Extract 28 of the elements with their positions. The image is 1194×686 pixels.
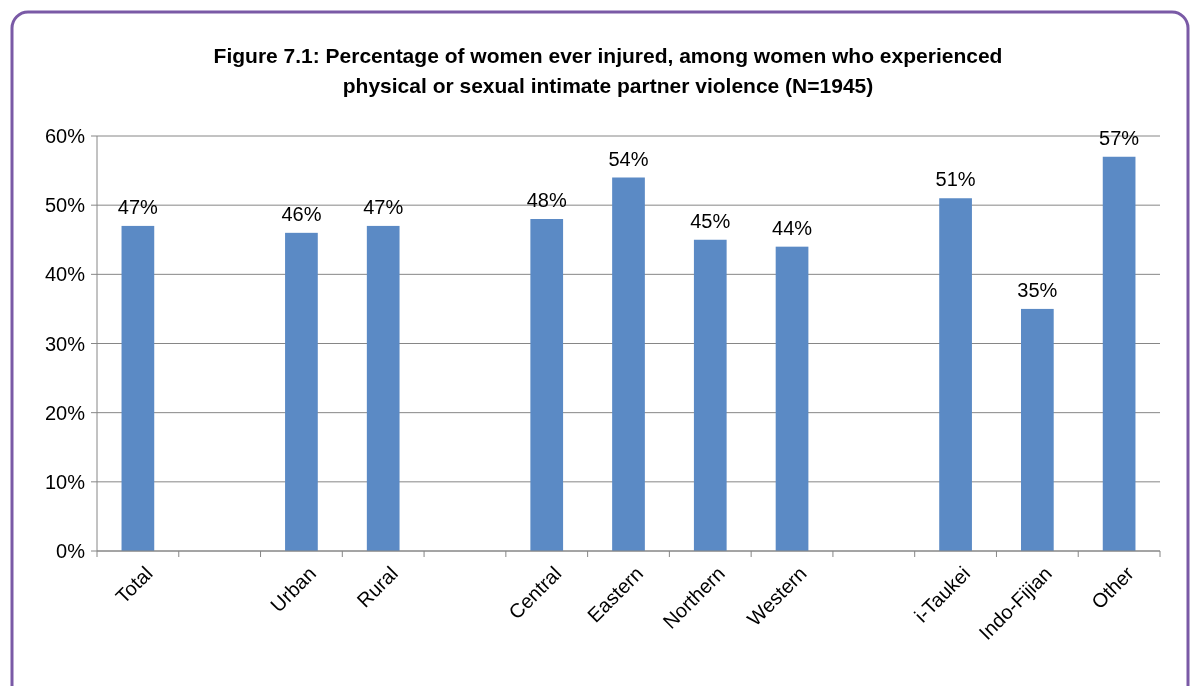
y-tick-label: 20% [44, 401, 86, 424]
data-label: 35% [1017, 278, 1058, 301]
data-label: 54% [608, 147, 649, 170]
bar [121, 225, 155, 551]
bar [775, 246, 809, 551]
bar [939, 198, 972, 551]
bar [366, 225, 400, 551]
bar [1020, 308, 1054, 551]
bar [530, 219, 564, 551]
y-tick-label: 30% [44, 332, 86, 355]
data-label: 57% [1099, 126, 1140, 149]
bar [1102, 156, 1136, 551]
chart-title: Figure 7.1: Percentage of women ever injured, among women who experienced physical or sexual intimate partner violence (N=1945) [213, 44, 1003, 97]
bar [612, 177, 645, 551]
y-tick-label: 0% [56, 540, 86, 562]
bar [693, 239, 727, 551]
data-label: 47% [363, 195, 404, 218]
data-label: 51% [935, 168, 976, 191]
y-tick-label: 60% [44, 125, 86, 147]
y-tick-label: 10% [44, 470, 86, 493]
data-label: 44% [772, 216, 813, 239]
data-label: 48% [526, 189, 567, 211]
bar [285, 232, 318, 551]
data-label: 47% [117, 195, 159, 218]
data-label: 45% [690, 209, 731, 232]
y-tick-label: 40% [44, 263, 86, 286]
y-tick-label: 50% [44, 194, 86, 217]
data-label: 46% [281, 202, 322, 225]
